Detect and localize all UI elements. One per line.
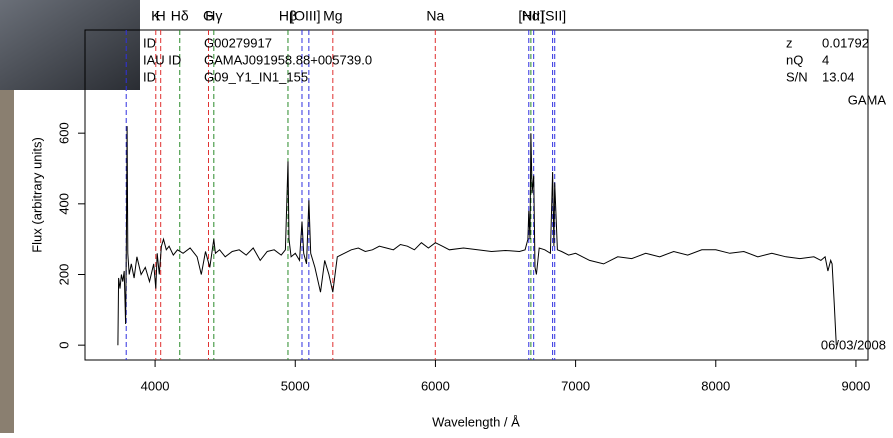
photo-strip [0, 90, 14, 433]
line-label: Hδ [171, 8, 189, 24]
stat-value: 4 [822, 52, 829, 67]
line-label: Hα [522, 8, 540, 24]
y-tick-label: 600 [56, 122, 71, 144]
line-label: Hγ [205, 8, 222, 24]
stat-value: 0.01792 [822, 35, 869, 50]
y-tick-label: 200 [56, 264, 71, 286]
date: 06/03/2008 [821, 337, 886, 352]
stat-value: 13.04 [822, 69, 855, 84]
x-axis-label: Wavelength / Å [432, 414, 520, 429]
id-key: ID [143, 35, 156, 50]
y-tick-label: 0 [56, 342, 71, 349]
line-label: G [203, 8, 214, 24]
id-value: GAMAJ091958.88+005739.0 [204, 52, 372, 67]
line-label: Hβ [279, 8, 297, 24]
id-value: G00279917 [204, 35, 272, 50]
y-axis-label: Flux (arbitrary units) [29, 137, 44, 253]
stat-key: S/N [786, 69, 808, 84]
spectrum [117, 126, 837, 346]
line-label: Mg [323, 8, 342, 24]
y-tick-label: 400 [56, 193, 71, 215]
id-key: ID [143, 69, 156, 84]
x-tick-label: 9000 [841, 378, 870, 393]
id-value: G09_Y1_IN1_155 [204, 69, 308, 84]
id-key: IAU ID [143, 52, 181, 67]
line-label: [OIII] [290, 8, 320, 24]
x-tick-label: 4000 [141, 378, 170, 393]
survey: GAMA [848, 92, 887, 107]
line-label: Na [426, 8, 444, 24]
stat-key: nQ [786, 52, 803, 67]
stat-key: z [786, 35, 793, 50]
x-tick-label: 7000 [561, 378, 590, 393]
line-label: H [156, 8, 166, 24]
x-tick-label: 5000 [281, 378, 310, 393]
photo [0, 0, 140, 90]
x-tick-label: 6000 [421, 378, 450, 393]
line-label: K [151, 8, 161, 24]
plot-frame [84, 29, 869, 361]
x-tick-label: 8000 [701, 378, 730, 393]
line-label: [SII] [541, 8, 566, 24]
line-label: [NII] [518, 8, 544, 24]
